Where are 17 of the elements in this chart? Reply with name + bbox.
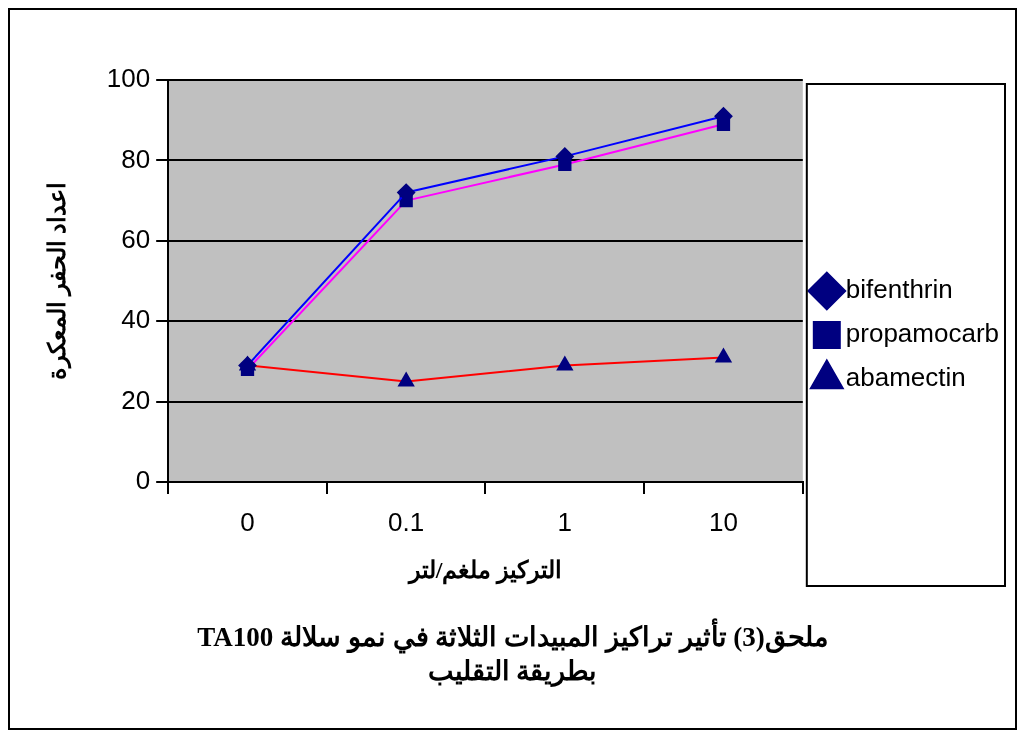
legend-label: bifenthrin [845,274,953,305]
legend-label: propamocarb [845,318,1000,349]
y-tick-label: 80 [121,143,151,174]
x-tick-label: 0 [240,506,255,537]
y-axis-title: اعداد الحفر المعكرة [43,182,72,380]
y-tick-label: 60 [121,223,151,254]
x-tick-label: 1 [557,506,573,537]
y-tick-label: 40 [121,304,151,335]
text: بطريقة التقليب [426,655,599,688]
legend-label: abamectin [845,362,966,393]
x-tick-label: 10 [709,506,738,537]
x-axis-title: التركيز ملغم/لتر [406,556,563,585]
text: ملحق(3) تأثير تراكيز المبيدات الثلاثة في نمو سلالة TA100 [196,620,829,654]
y-tick-label: 20 [121,384,151,415]
x-tick-label: 0.1 [388,506,425,537]
y-tick-label: 0 [135,465,151,496]
y-tick-label: 100 [106,63,151,94]
